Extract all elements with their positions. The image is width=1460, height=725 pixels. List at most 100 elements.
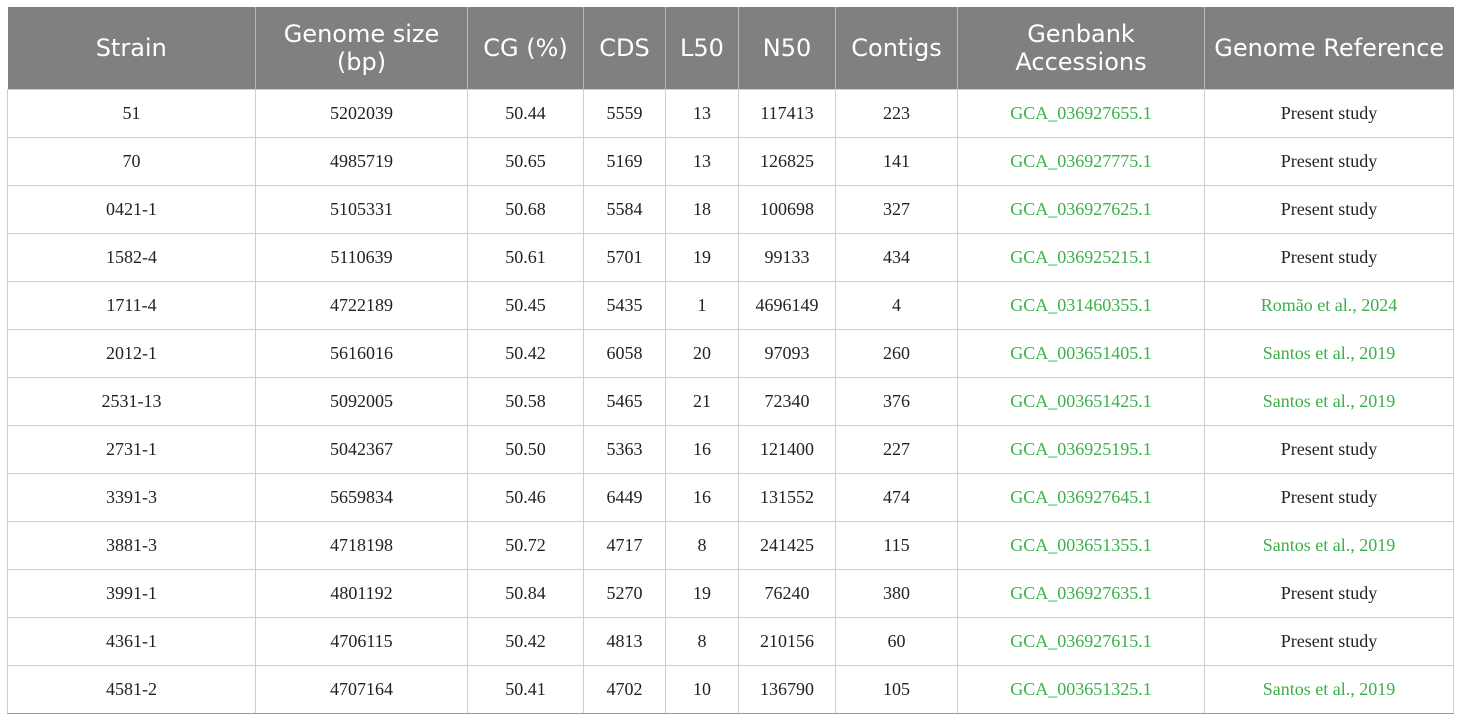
- genome-size-cell: 4801192: [255, 569, 468, 618]
- reference-link[interactable]: Romão et al., 2024: [1204, 281, 1454, 330]
- accession-link[interactable]: GCA_036927615.1: [957, 617, 1205, 666]
- l50-cell: 20: [665, 329, 739, 378]
- table-row: 0421-1 5105331 50.68 5584 18 100698 327 GCA_036…: [7, 185, 1454, 234]
- cg-cell: 50.84: [467, 569, 584, 618]
- genome-size-cell: 4718198: [255, 521, 468, 570]
- strain-cell: 4581-2: [7, 665, 256, 714]
- cg-cell: 50.42: [467, 329, 584, 378]
- contigs-cell: 434: [835, 233, 958, 282]
- n50-cell: 121400: [738, 425, 836, 474]
- table-row: 4361-1 4706115 50.42 4813 8 210156 60 GCA_03692…: [7, 617, 1454, 666]
- accession-link[interactable]: GCA_036927775.1: [957, 137, 1205, 186]
- strain-cell: 3991-1: [7, 569, 256, 618]
- genome-size-cell: 5105331: [255, 185, 468, 234]
- contigs-cell: 115: [835, 521, 958, 570]
- l50-cell: 18: [665, 185, 739, 234]
- genome-size-cell: 4722189: [255, 281, 468, 330]
- reference-link[interactable]: Santos et al., 2019: [1204, 377, 1454, 426]
- genome-size-cell: 5659834: [255, 473, 468, 522]
- cg-cell: 50.42: [467, 617, 584, 666]
- strain-cell: 1582-4: [7, 233, 256, 282]
- accession-link[interactable]: GCA_036925195.1: [957, 425, 1205, 474]
- strain-cell: 2731-1: [7, 425, 256, 474]
- reference-link[interactable]: Santos et al., 2019: [1204, 521, 1454, 570]
- l50-cell: 16: [665, 473, 739, 522]
- table-row: 1582-4 5110639 50.61 5701 19 99133 434 GCA_0369…: [7, 233, 1454, 282]
- contigs-cell: 474: [835, 473, 958, 522]
- header-row: Strain Genome size (bp) CG (%) CDS L50 N…: [7, 7, 1454, 90]
- cds-cell: 5169: [583, 137, 666, 186]
- strain-cell: 3881-3: [7, 521, 256, 570]
- reference-cell: Present study: [1204, 233, 1454, 282]
- contigs-cell: 105: [835, 665, 958, 714]
- accession-link[interactable]: GCA_036927635.1: [957, 569, 1205, 618]
- genome-size-cell: 5092005: [255, 377, 468, 426]
- accession-link[interactable]: GCA_036927645.1: [957, 473, 1205, 522]
- strain-cell: 51: [7, 89, 256, 138]
- l50-cell: 8: [665, 617, 739, 666]
- header-genbank-accessions: Genbank Accessions: [957, 7, 1205, 90]
- l50-cell: 8: [665, 521, 739, 570]
- header-contigs: Contigs: [835, 7, 958, 90]
- strain-cell: 3391-3: [7, 473, 256, 522]
- table-row: 2731-1 5042367 50.50 5363 16 121400 227 GCA_036…: [7, 425, 1454, 474]
- reference-link[interactable]: Santos et al., 2019: [1204, 329, 1454, 378]
- table-row: 2531-13 5092005 50.58 5465 21 72340 376 GCA_003…: [7, 377, 1454, 426]
- table-row: 3881-3 4718198 50.72 4717 8 241425 115 GCA_0036…: [7, 521, 1454, 570]
- n50-cell: 97093: [738, 329, 836, 378]
- strain-cell: 2012-1: [7, 329, 256, 378]
- cds-cell: 5465: [583, 377, 666, 426]
- header-l50: L50: [665, 7, 739, 90]
- header-strain: Strain: [7, 7, 256, 90]
- table-row: 1711-4 4722189 50.45 5435 1 4696149 4 GCA_03146…: [7, 281, 1454, 330]
- header-cg: CG (%): [467, 7, 584, 90]
- strain-cell: 1711-4: [7, 281, 256, 330]
- l50-cell: 10: [665, 665, 739, 714]
- genome-size-cell: 4707164: [255, 665, 468, 714]
- accession-link[interactable]: GCA_003651425.1: [957, 377, 1205, 426]
- l50-cell: 1: [665, 281, 739, 330]
- cds-cell: 5701: [583, 233, 666, 282]
- header-n50: N50: [738, 7, 836, 90]
- contigs-cell: 260: [835, 329, 958, 378]
- reference-cell: Present study: [1204, 137, 1454, 186]
- n50-cell: 136790: [738, 665, 836, 714]
- table-row: 51 5202039 50.44 5559 13 117413 223 GCA_0369276…: [7, 89, 1454, 138]
- strain-cell: 4361-1: [7, 617, 256, 666]
- l50-cell: 13: [665, 137, 739, 186]
- n50-cell: 117413: [738, 89, 836, 138]
- cds-cell: 5435: [583, 281, 666, 330]
- genome-size-cell: 4706115: [255, 617, 468, 666]
- cds-cell: 6058: [583, 329, 666, 378]
- accession-link[interactable]: GCA_036927655.1: [957, 89, 1205, 138]
- accession-link[interactable]: GCA_003651325.1: [957, 665, 1205, 714]
- l50-cell: 21: [665, 377, 739, 426]
- n50-cell: 72340: [738, 377, 836, 426]
- accession-link[interactable]: GCA_036925215.1: [957, 233, 1205, 282]
- reference-cell: Present study: [1204, 473, 1454, 522]
- cds-cell: 5363: [583, 425, 666, 474]
- n50-cell: 99133: [738, 233, 836, 282]
- accession-link[interactable]: GCA_036927625.1: [957, 185, 1205, 234]
- n50-cell: 76240: [738, 569, 836, 618]
- n50-cell: 4696149: [738, 281, 836, 330]
- n50-cell: 126825: [738, 137, 836, 186]
- strain-cell: 2531-13: [7, 377, 256, 426]
- cg-cell: 50.58: [467, 377, 584, 426]
- accession-link[interactable]: GCA_003651405.1: [957, 329, 1205, 378]
- contigs-cell: 376: [835, 377, 958, 426]
- cg-cell: 50.65: [467, 137, 584, 186]
- reference-link[interactable]: Santos et al., 2019: [1204, 665, 1454, 714]
- accession-link[interactable]: GCA_031460355.1: [957, 281, 1205, 330]
- cds-cell: 5559: [583, 89, 666, 138]
- table-row: 4581-2 4707164 50.41 4702 10 136790 105 GCA_003…: [7, 665, 1454, 714]
- cds-cell: 6449: [583, 473, 666, 522]
- header-genome-reference: Genome Reference: [1204, 7, 1454, 90]
- accession-link[interactable]: GCA_003651355.1: [957, 521, 1205, 570]
- cg-cell: 50.44: [467, 89, 584, 138]
- header-cds: CDS: [583, 7, 666, 90]
- cds-cell: 4813: [583, 617, 666, 666]
- reference-cell: Present study: [1204, 185, 1454, 234]
- genome-size-cell: 4985719: [255, 137, 468, 186]
- reference-cell: Present study: [1204, 569, 1454, 618]
